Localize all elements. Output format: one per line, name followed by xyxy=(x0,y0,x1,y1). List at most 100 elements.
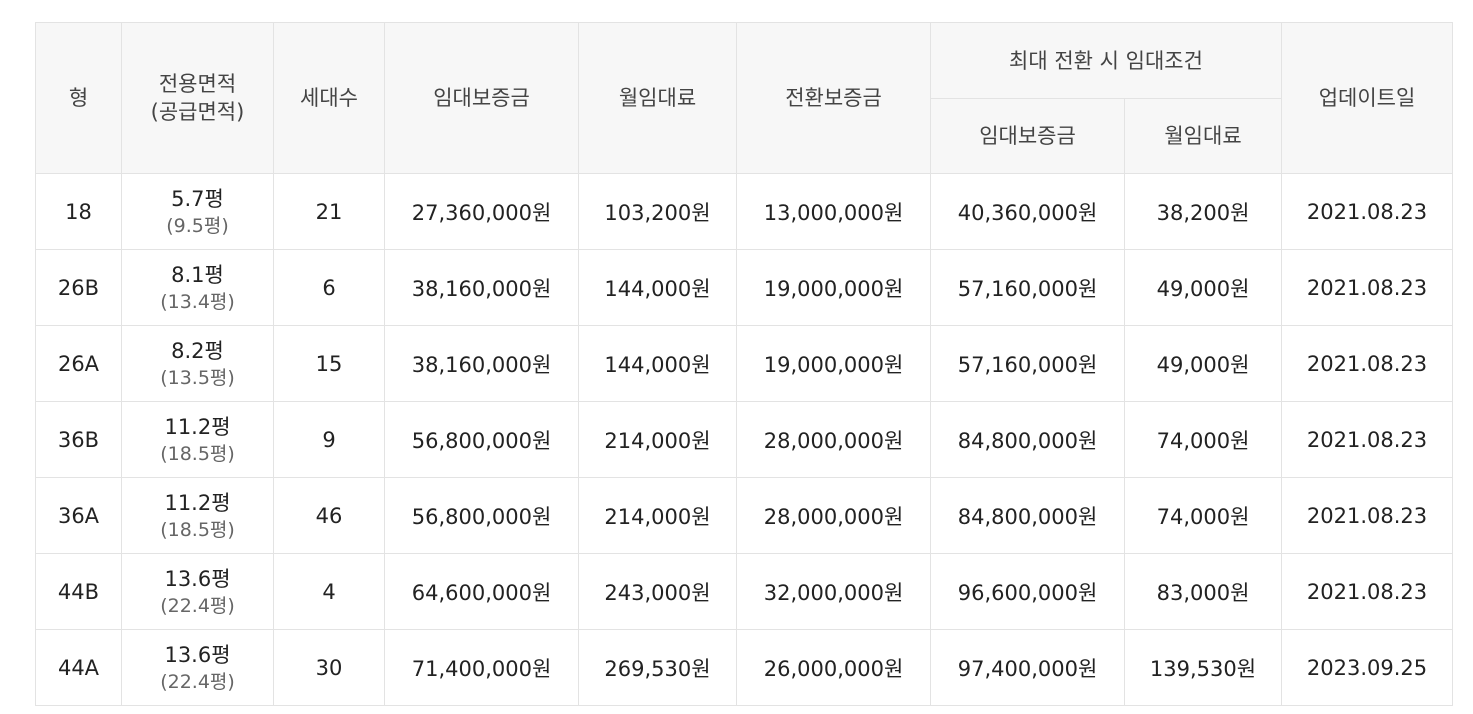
cell-exclusive-area: 5.7평 xyxy=(171,186,224,211)
cell-conversion-deposit: 13,000,000원 xyxy=(736,173,931,250)
cell-type: 44A xyxy=(35,629,122,706)
cell-households: 46 xyxy=(273,477,385,554)
cell-max-deposit: 84,800,000원 xyxy=(930,477,1125,554)
table-row: 44A 13.6평 (22.4평) 30 71,400,000원 269,530원… xyxy=(35,629,1453,706)
table-row: 26A 8.2평 (13.5평) 15 38,160,000원 144,000원 … xyxy=(35,325,1453,402)
header-area-supply: (공급면적) xyxy=(150,100,245,124)
cell-type: 36A xyxy=(35,477,122,554)
header-row-1: 형 전용면적 (공급면적) 세대수 임대보증금 월임대료 전환보증금 최대 전환… xyxy=(35,22,1453,174)
cell-supply-area: (9.5평) xyxy=(166,214,229,237)
cell-deposit: 56,800,000원 xyxy=(384,401,579,478)
cell-conversion-deposit: 28,000,000원 xyxy=(736,401,931,478)
cell-max-monthly-rent: 139,530원 xyxy=(1124,629,1282,706)
cell-max-monthly-rent: 74,000원 xyxy=(1124,401,1282,478)
cell-area: 5.7평 (9.5평) xyxy=(121,173,274,250)
header-area: 전용면적 (공급면적) xyxy=(121,22,274,174)
cell-deposit: 56,800,000원 xyxy=(384,477,579,554)
cell-type: 44B xyxy=(35,553,122,630)
cell-monthly-rent: 144,000원 xyxy=(578,325,737,402)
cell-updated: 2021.08.23 xyxy=(1281,401,1453,478)
header-area-exclusive: 전용면적 xyxy=(158,72,237,96)
header-max-deposit: 임대보증금 xyxy=(930,98,1125,174)
rental-table-container: 형 전용면적 (공급면적) 세대수 임대보증금 월임대료 전환보증금 최대 전환… xyxy=(35,22,1453,706)
cell-exclusive-area: 13.6평 xyxy=(164,566,231,591)
cell-households: 6 xyxy=(273,249,385,326)
cell-updated: 2023.09.25 xyxy=(1281,629,1453,706)
cell-type: 36B xyxy=(35,401,122,478)
cell-exclusive-area: 8.1평 xyxy=(171,262,224,287)
cell-max-monthly-rent: 38,200원 xyxy=(1124,173,1282,250)
table-row: 36B 11.2평 (18.5평) 9 56,800,000원 214,000원 … xyxy=(35,401,1453,478)
cell-exclusive-area: 11.2평 xyxy=(164,490,231,515)
cell-type: 26A xyxy=(35,325,122,402)
cell-updated: 2021.08.23 xyxy=(1281,477,1453,554)
cell-supply-area: (18.5평) xyxy=(160,518,235,541)
cell-exclusive-area: 11.2평 xyxy=(164,414,231,439)
cell-conversion-deposit: 19,000,000원 xyxy=(736,249,931,326)
cell-households: 30 xyxy=(273,629,385,706)
cell-monthly-rent: 214,000원 xyxy=(578,401,737,478)
cell-monthly-rent: 269,530원 xyxy=(578,629,737,706)
rental-conditions-table: 형 전용면적 (공급면적) 세대수 임대보증금 월임대료 전환보증금 최대 전환… xyxy=(35,22,1453,706)
cell-area: 11.2평 (18.5평) xyxy=(121,477,274,554)
header-conversion-deposit: 전환보증금 xyxy=(736,22,931,174)
cell-supply-area: (22.4평) xyxy=(160,594,235,617)
header-max-conversion-group: 최대 전환 시 임대조건 xyxy=(930,22,1282,99)
cell-exclusive-area: 13.6평 xyxy=(164,642,231,667)
cell-deposit: 27,360,000원 xyxy=(384,173,579,250)
cell-households: 15 xyxy=(273,325,385,402)
table-row: 26B 8.1평 (13.4평) 6 38,160,000원 144,000원 1… xyxy=(35,249,1453,326)
table-header: 형 전용면적 (공급면적) 세대수 임대보증금 월임대료 전환보증금 최대 전환… xyxy=(35,22,1453,174)
cell-area: 8.1평 (13.4평) xyxy=(121,249,274,326)
cell-supply-area: (13.4평) xyxy=(160,290,235,313)
cell-max-deposit: 97,400,000원 xyxy=(930,629,1125,706)
cell-max-deposit: 57,160,000원 xyxy=(930,249,1125,326)
cell-max-deposit: 57,160,000원 xyxy=(930,325,1125,402)
header-households: 세대수 xyxy=(273,22,385,174)
header-deposit: 임대보증금 xyxy=(384,22,579,174)
cell-deposit: 64,600,000원 xyxy=(384,553,579,630)
cell-area: 11.2평 (18.5평) xyxy=(121,401,274,478)
cell-households: 21 xyxy=(273,173,385,250)
header-max-monthly-rent: 월임대료 xyxy=(1124,98,1282,174)
cell-type: 18 xyxy=(35,173,122,250)
cell-households: 9 xyxy=(273,401,385,478)
cell-area: 13.6평 (22.4평) xyxy=(121,553,274,630)
cell-supply-area: (13.5평) xyxy=(160,366,235,389)
table-row: 18 5.7평 (9.5평) 21 27,360,000원 103,200원 13… xyxy=(35,173,1453,250)
cell-deposit: 71,400,000원 xyxy=(384,629,579,706)
cell-max-monthly-rent: 49,000원 xyxy=(1124,249,1282,326)
cell-exclusive-area: 8.2평 xyxy=(171,338,224,363)
cell-max-deposit: 40,360,000원 xyxy=(930,173,1125,250)
cell-monthly-rent: 144,000원 xyxy=(578,249,737,326)
cell-max-deposit: 84,800,000원 xyxy=(930,401,1125,478)
cell-updated: 2021.08.23 xyxy=(1281,249,1453,326)
cell-area: 8.2평 (13.5평) xyxy=(121,325,274,402)
cell-monthly-rent: 103,200원 xyxy=(578,173,737,250)
cell-area: 13.6평 (22.4평) xyxy=(121,629,274,706)
cell-updated: 2021.08.23 xyxy=(1281,325,1453,402)
cell-conversion-deposit: 19,000,000원 xyxy=(736,325,931,402)
header-type: 형 xyxy=(35,22,122,174)
cell-updated: 2021.08.23 xyxy=(1281,553,1453,630)
table-body: 18 5.7평 (9.5평) 21 27,360,000원 103,200원 13… xyxy=(35,173,1453,706)
cell-deposit: 38,160,000원 xyxy=(384,325,579,402)
table-row: 44B 13.6평 (22.4평) 4 64,600,000원 243,000원 … xyxy=(35,553,1453,630)
cell-max-deposit: 96,600,000원 xyxy=(930,553,1125,630)
cell-households: 4 xyxy=(273,553,385,630)
cell-conversion-deposit: 32,000,000원 xyxy=(736,553,931,630)
header-monthly-rent: 월임대료 xyxy=(578,22,737,174)
cell-max-monthly-rent: 74,000원 xyxy=(1124,477,1282,554)
cell-monthly-rent: 243,000원 xyxy=(578,553,737,630)
cell-max-monthly-rent: 83,000원 xyxy=(1124,553,1282,630)
cell-updated: 2021.08.23 xyxy=(1281,173,1453,250)
cell-max-monthly-rent: 49,000원 xyxy=(1124,325,1282,402)
header-updated: 업데이트일 xyxy=(1281,22,1453,174)
cell-deposit: 38,160,000원 xyxy=(384,249,579,326)
cell-type: 26B xyxy=(35,249,122,326)
cell-conversion-deposit: 28,000,000원 xyxy=(736,477,931,554)
table-row: 36A 11.2평 (18.5평) 46 56,800,000원 214,000원… xyxy=(35,477,1453,554)
cell-supply-area: (18.5평) xyxy=(160,442,235,465)
cell-conversion-deposit: 26,000,000원 xyxy=(736,629,931,706)
cell-supply-area: (22.4평) xyxy=(160,670,235,693)
